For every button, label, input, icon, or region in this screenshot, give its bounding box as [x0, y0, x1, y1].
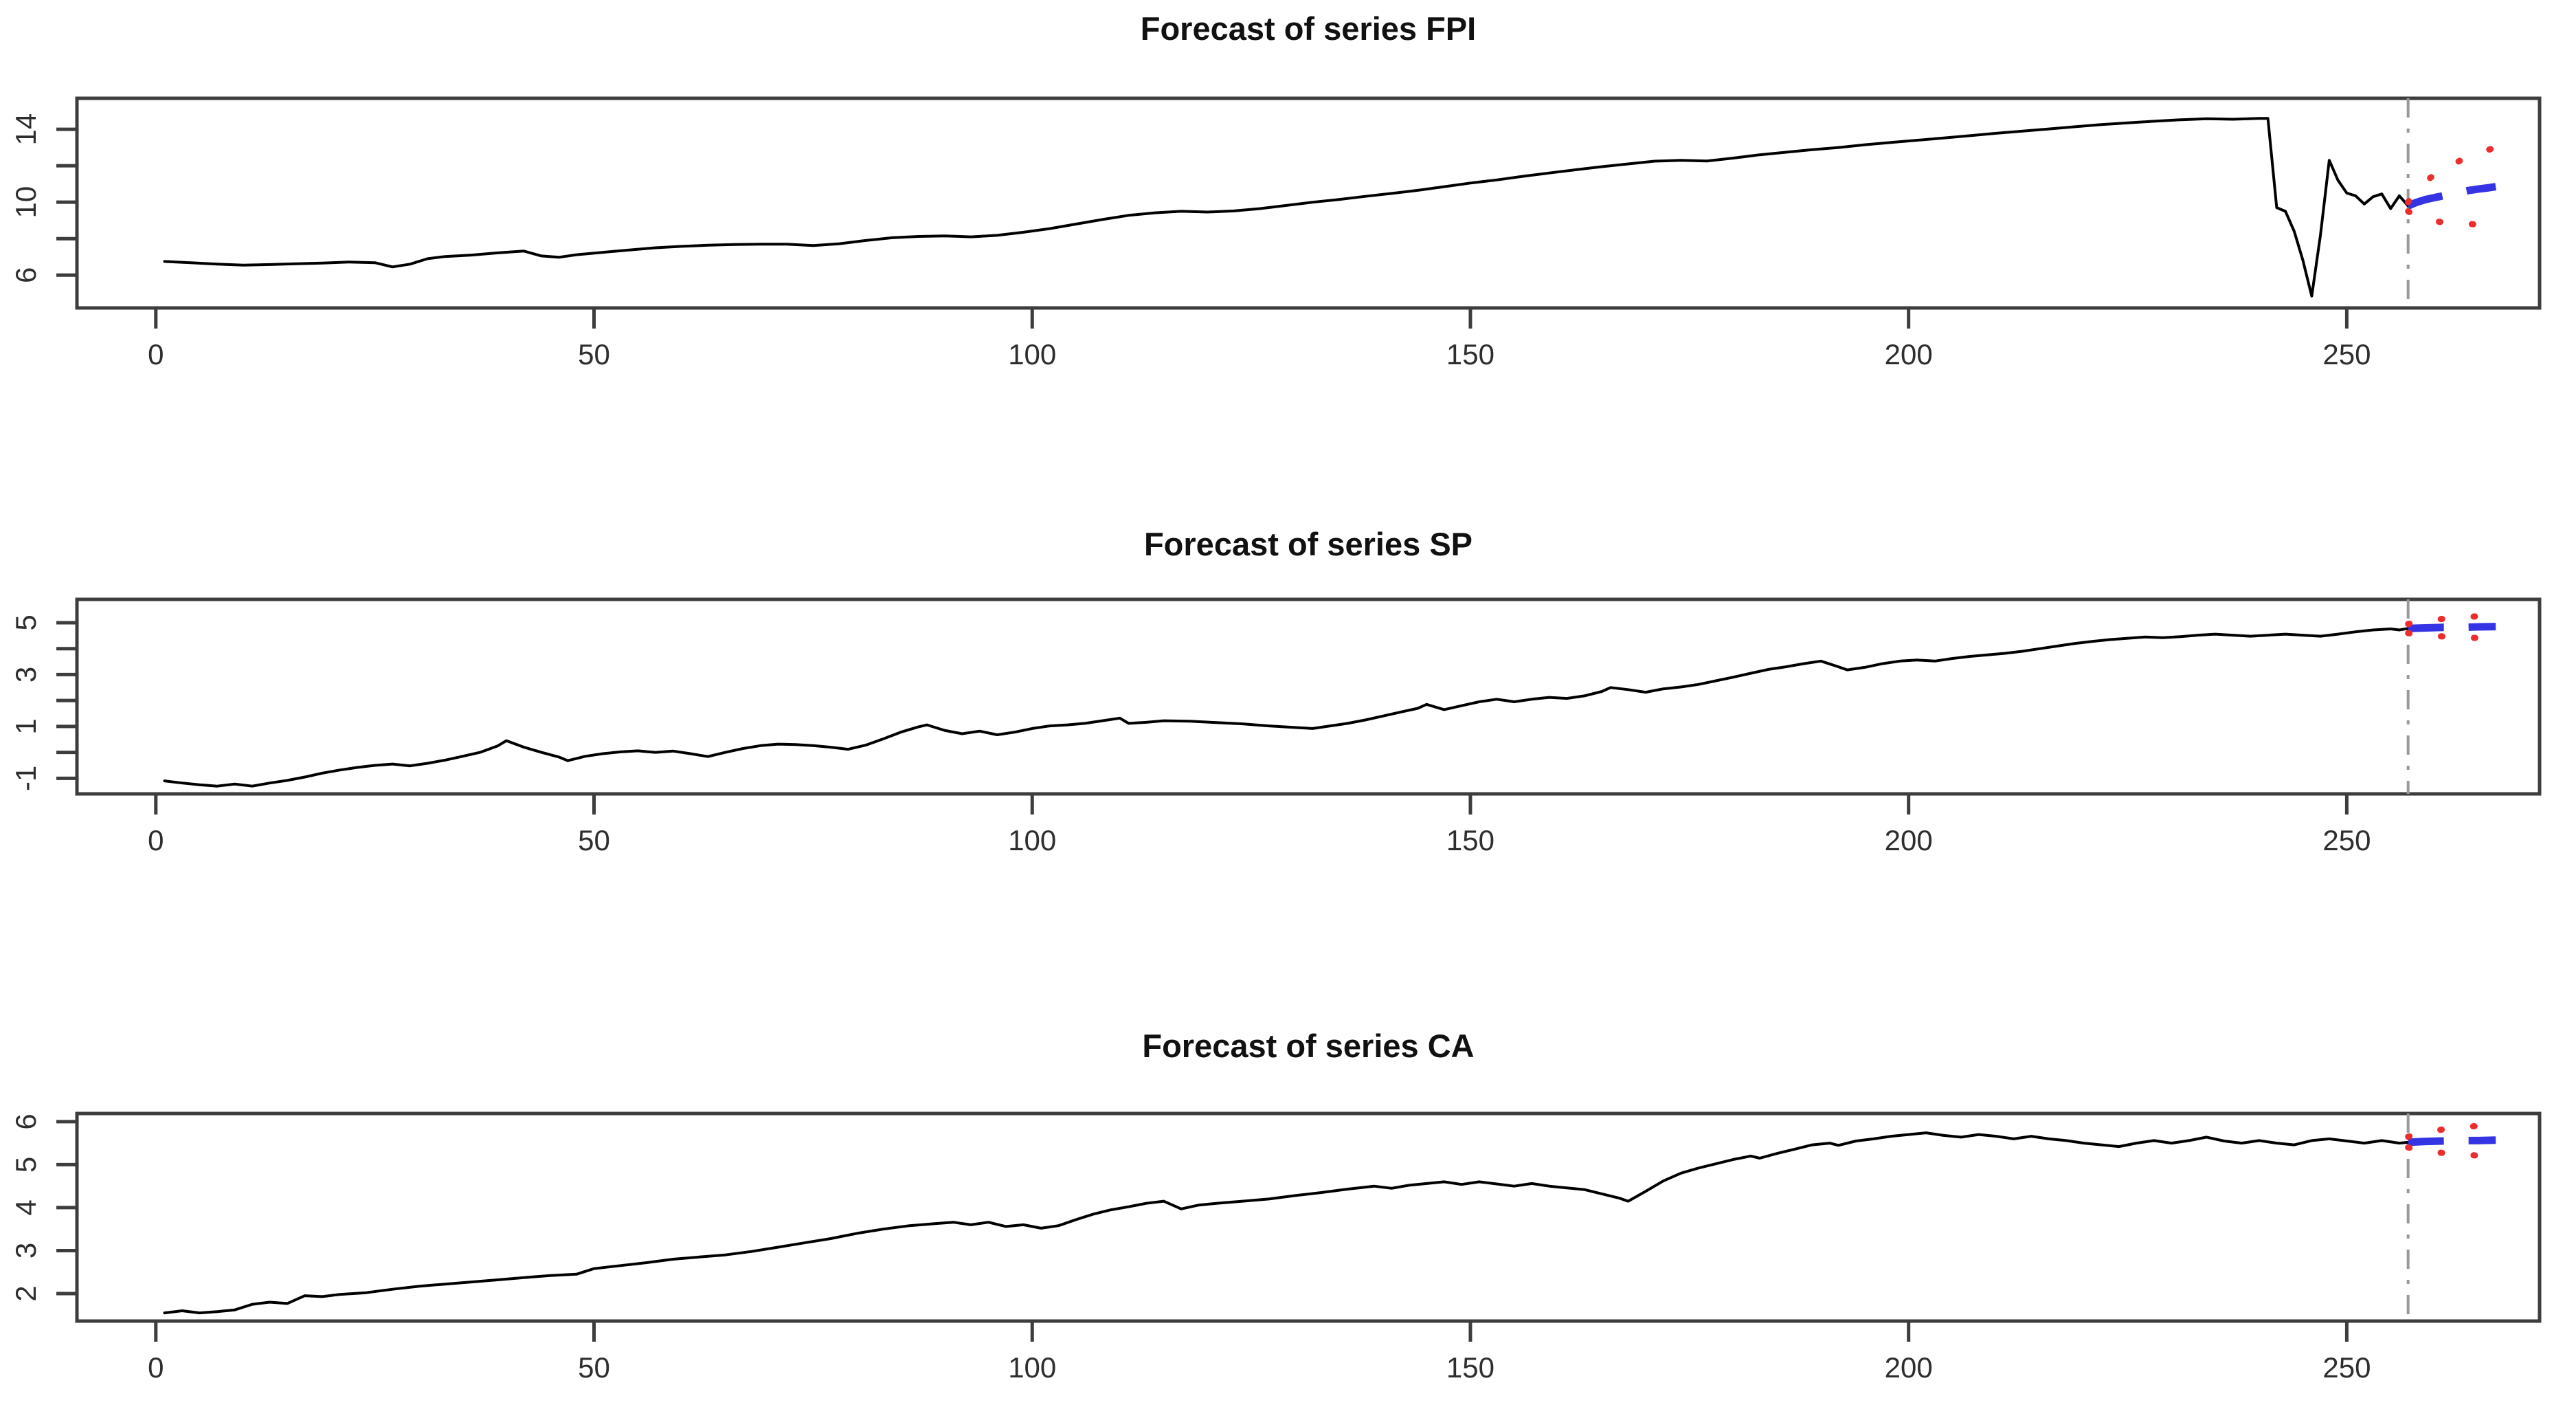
x-axis-tick-label: 200 [1885, 1351, 1933, 1384]
observed-series-line [163, 627, 2410, 788]
confidence-band-upper [2405, 144, 2499, 206]
x-axis-tick-label: 200 [1885, 824, 1933, 856]
plot-frame [75, 1111, 2542, 1323]
x-axis-tick-label: 50 [578, 824, 610, 856]
y-axis-tick-label: 3 [10, 1243, 42, 1259]
x-axis-tick-label: 250 [2322, 1351, 2371, 1384]
x-axis-tick-label: 0 [148, 1351, 164, 1384]
panel-sp: 0 50 100 150 200 250 -1 1 3 5 [10, 597, 2542, 856]
y-axis-tick-label: 10 [10, 186, 42, 219]
panel-title-ca: Forecast of series CA [1142, 1028, 1474, 1064]
y-axis-tick-label: 4 [10, 1199, 42, 1215]
forecast-dashed-line [2406, 183, 2497, 210]
x-axis-tick-label: 50 [578, 338, 610, 370]
confidence-band-lower [2405, 1144, 2499, 1160]
forecast-dashed-line [2408, 623, 2496, 632]
y-axis-tick-label: 5 [10, 1157, 42, 1173]
panel-title-fpi: Forecast of series FPI [1141, 10, 1476, 47]
forecast-dashed-line [2408, 1136, 2496, 1146]
confidence-band-upper [2405, 1121, 2499, 1140]
observed-series-line [163, 1131, 2410, 1315]
confidence-band-upper [2405, 612, 2499, 628]
y-axis-tick-label: 6 [10, 267, 42, 283]
x-axis-tick-label: 150 [1446, 1351, 1494, 1384]
y-axis-tick-label: 6 [10, 1114, 42, 1129]
x-axis-tick-label: 150 [1446, 824, 1494, 856]
x-axis-tick-label: 0 [148, 338, 164, 370]
x-axis-tick-label: 100 [1008, 338, 1056, 370]
observed-series-line [163, 117, 2410, 298]
panel-fpi: 0 50 100 150 200 250 6 10 14 [10, 96, 2542, 370]
x-axis-tick-label: 150 [1446, 338, 1494, 370]
x-axis-tick-label: 100 [1008, 1351, 1056, 1384]
x-axis-tick-label: 250 [2322, 824, 2371, 856]
y-axis-tick-label: 2 [10, 1285, 42, 1301]
x-axis-tick-label: 50 [578, 1351, 610, 1384]
y-axis-tick-label: -1 [10, 766, 42, 791]
panel-ca: 0 50 100 150 200 250 2 3 4 5 6 [10, 1111, 2542, 1384]
x-axis-tick-label: 0 [148, 824, 164, 856]
plot-frame [75, 597, 2542, 796]
x-axis-tick-label: 250 [2322, 338, 2371, 370]
confidence-band-lower [2405, 208, 2499, 228]
y-axis-tick-label: 5 [10, 614, 42, 630]
confidence-band-lower [2405, 630, 2499, 642]
panel-title-sp: Forecast of series SP [1144, 526, 1472, 562]
y-axis-tick-label: 14 [10, 113, 42, 146]
y-axis-tick-label: 1 [10, 718, 42, 734]
y-axis-tick-label: 3 [10, 667, 42, 683]
x-axis-tick-label: 200 [1885, 338, 1933, 370]
x-axis-tick-label: 100 [1008, 824, 1056, 856]
